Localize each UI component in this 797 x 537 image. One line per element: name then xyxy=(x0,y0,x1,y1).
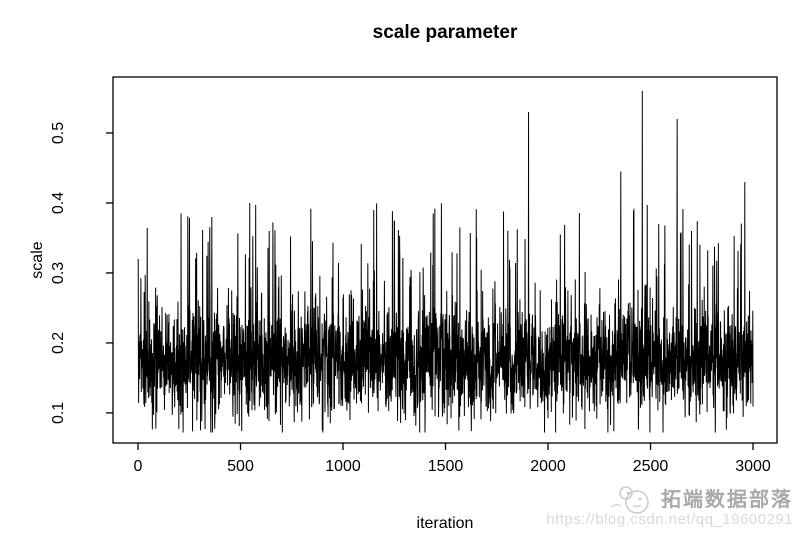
y-tick-label: 0.1 xyxy=(50,402,67,424)
x-tick-label: 2500 xyxy=(633,458,669,475)
trace-line xyxy=(137,90,754,433)
watermark-brand-text: 拓端数据部落 xyxy=(661,488,793,511)
y-axis-ticks xyxy=(106,132,113,414)
x-axis-tick-labels: 0 500 1000 1500 2000 2500 3000 xyxy=(134,458,771,475)
x-axis-ticks xyxy=(137,443,754,450)
y-axis-tick-labels: 0.1 0.2 0.3 0.4 0.5 xyxy=(50,122,67,424)
watermark: 拓端数据部落 https://blog.csdn.net/qq_19600291 xyxy=(546,485,793,529)
y-tick-label: 0.5 xyxy=(50,122,67,144)
chart-title: scale parameter xyxy=(373,22,518,43)
y-tick-label: 0.3 xyxy=(50,262,67,284)
x-axis-title: iteration xyxy=(417,515,474,532)
x-tick-label: 3000 xyxy=(735,458,771,475)
x-tick-label: 1500 xyxy=(428,458,464,475)
y-axis-title: scale xyxy=(29,241,46,278)
watermark-url-text: https://blog.csdn.net/qq_19600291 xyxy=(546,510,793,528)
x-tick-label: 1000 xyxy=(325,458,361,475)
y-tick-label: 0.2 xyxy=(50,332,67,354)
y-tick-label: 0.4 xyxy=(50,192,67,214)
x-tick-label: 2000 xyxy=(530,458,566,475)
x-tick-label: 500 xyxy=(227,458,254,475)
tuoduan-mascot-icon xyxy=(610,485,649,514)
x-tick-label: 0 xyxy=(134,458,143,475)
